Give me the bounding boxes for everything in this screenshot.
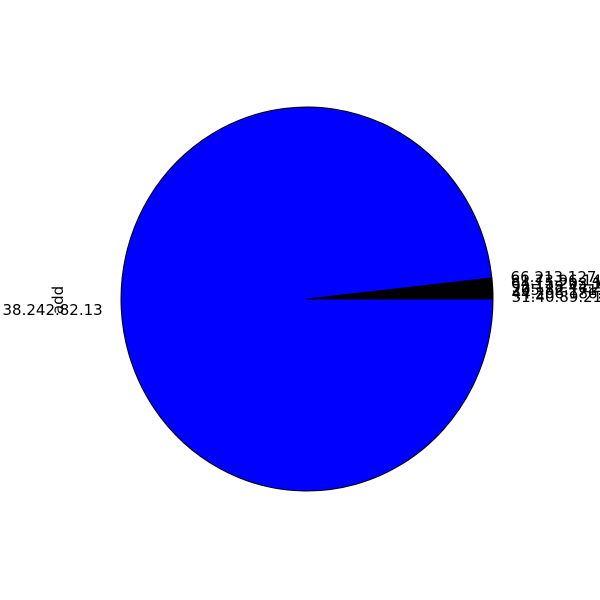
pie-slice-label: 31.40.89.213 <box>512 288 600 306</box>
pie-slice-label: 81.73.96.145 <box>511 271 600 289</box>
pie-slice-label: 44.206.186.187 <box>512 285 600 303</box>
pie-slice-label: 66.213.127.31 <box>511 268 600 286</box>
pie-slice-label: 205.82.171.20 <box>511 281 600 299</box>
pie-slices <box>120 106 494 492</box>
pie-slice-label: 64.15.203.118 <box>511 275 600 293</box>
y-axis-label: add <box>49 286 67 314</box>
pie-slice-label: 92.118.44.231 <box>511 278 600 296</box>
pie-slice <box>120 106 494 492</box>
pie-labels: 31.40.89.21344.206.186.187205.82.171.209… <box>3 268 600 319</box>
pie-slice-label: 38.242.82.13 <box>3 301 103 319</box>
